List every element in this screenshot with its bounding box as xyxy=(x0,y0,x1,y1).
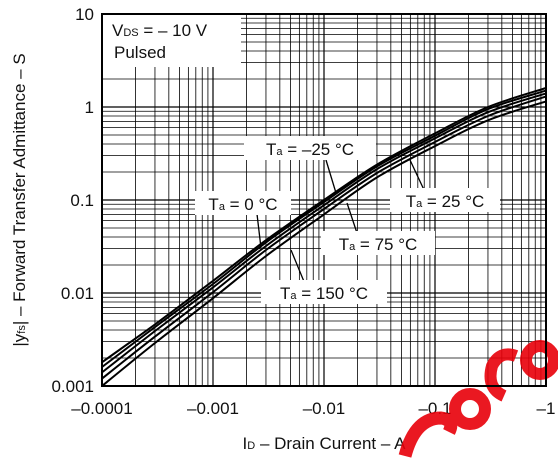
series-label-bg-4 xyxy=(261,280,387,304)
series-line-2 xyxy=(101,92,547,374)
leader-line-4 xyxy=(290,249,306,285)
watermark-stroke xyxy=(398,411,458,458)
plot-frame xyxy=(101,13,547,387)
y-tick-label: 0.1 xyxy=(70,191,94,210)
y-axis-label: |yfs| – Forward Transfer Admittance – S xyxy=(10,53,29,346)
series-label-4: Ta = 150 °C xyxy=(280,284,368,303)
leader-line-2 xyxy=(409,159,426,193)
y-tick-label: 0.01 xyxy=(61,284,94,303)
series-group xyxy=(101,87,547,387)
y-tick-label: 0.001 xyxy=(51,377,94,396)
x-axis-label: ID – Drain Current – A xyxy=(243,434,407,453)
leader-line-3 xyxy=(346,202,359,237)
watermark-graphic xyxy=(398,340,558,458)
series-label-2: Ta = 25 °C xyxy=(406,192,485,211)
series-line-3 xyxy=(101,95,547,380)
leader-line-1 xyxy=(256,213,262,249)
series-label-3: Ta = 75 °C xyxy=(339,235,418,254)
conditions-vds: VDS = – 10 V xyxy=(112,21,208,40)
series-line-0 xyxy=(101,87,547,364)
x-tick-label: –1 xyxy=(537,399,556,418)
watermark-ring xyxy=(449,388,491,430)
series-line-4 xyxy=(101,100,547,387)
y-tick-label: 10 xyxy=(75,5,94,24)
y-tick-label: 1 xyxy=(85,98,94,117)
x-tick-label: –0.001 xyxy=(187,399,239,418)
series-label-bg-3 xyxy=(321,231,435,255)
series-label-1: Ta = 0 °C xyxy=(208,195,277,214)
annotation-group: VDS = – 10 V Pulsed Ta = –25 °C Ta = 0 °C Ta… xyxy=(103,15,500,304)
series-line-1 xyxy=(101,89,547,368)
conditions-pulsed: Pulsed xyxy=(114,43,166,62)
series-label-bg-2 xyxy=(390,188,500,212)
series-label-0: Ta = –25 °C xyxy=(266,140,354,159)
conditions-box xyxy=(103,15,241,67)
x-tick-label: –0.01 xyxy=(303,399,346,418)
series-label-bg-0 xyxy=(244,136,376,160)
watermark-ring xyxy=(520,340,558,380)
series-label-bg-1 xyxy=(195,191,291,215)
watermark-stroke xyxy=(484,348,519,402)
x-tick-label: –0.0001 xyxy=(71,399,132,418)
watermark-logo xyxy=(398,340,558,458)
leader-line-0 xyxy=(325,159,337,194)
